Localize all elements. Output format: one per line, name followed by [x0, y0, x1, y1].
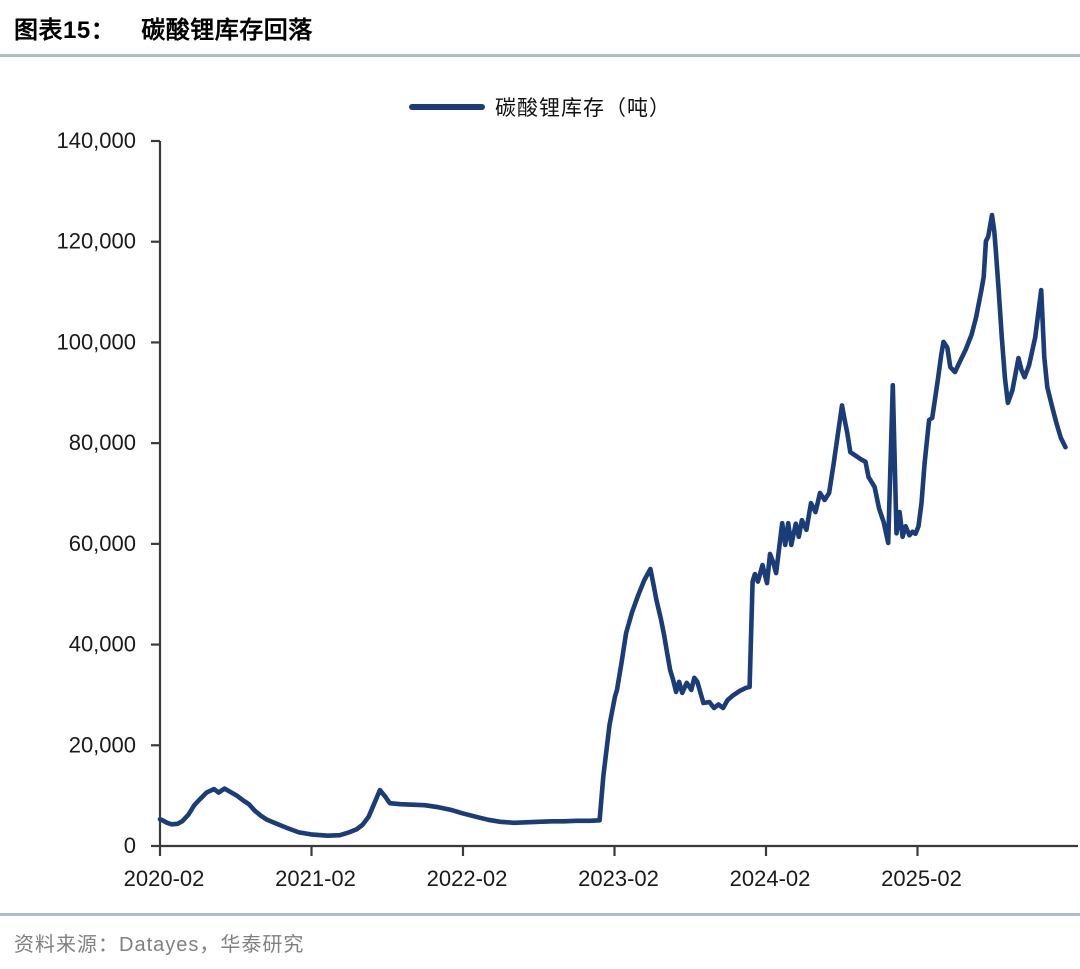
figure-number: 图表15：: [14, 17, 116, 44]
y-axis-tick-label: 100,000: [56, 329, 136, 354]
x-axis-tick-label: 2024-02: [730, 866, 811, 891]
y-axis-tick-label: 40,000: [69, 632, 136, 657]
x-axis-tick-label: 2025-02: [881, 866, 962, 891]
footer-divider: [0, 913, 1080, 916]
y-axis-tick-label: 60,000: [69, 531, 136, 556]
y-axis-tick-label: 80,000: [69, 430, 136, 455]
inventory-data-line: [157, 212, 1068, 839]
figure-title: 碳酸锂库存回落: [141, 17, 313, 44]
source-attribution: 资料来源：Datayes，华泰研究: [14, 934, 305, 956]
chart-legend: 碳酸锂库存（吨）: [0, 92, 1080, 122]
y-axis-tick-label: 140,000: [56, 128, 136, 153]
y-axis-tick-label: 0: [124, 833, 136, 858]
figure-title-row: 图表15： 碳酸锂库存回落: [14, 10, 1066, 45]
x-axis-tick-label: 2022-02: [427, 866, 508, 891]
x-axis-tick-label: 2020-02: [124, 866, 205, 891]
legend-line-swatch: [409, 104, 485, 110]
y-axis-tick-label: 120,000: [56, 229, 136, 254]
x-axis-tick-label: 2021-02: [275, 866, 356, 891]
legend-series-label: 碳酸锂库存（吨）: [495, 97, 671, 120]
x-axis-tick-label: 2023-02: [578, 866, 659, 891]
header-divider: [0, 54, 1080, 57]
y-axis-tick-label: 20,000: [69, 732, 136, 757]
